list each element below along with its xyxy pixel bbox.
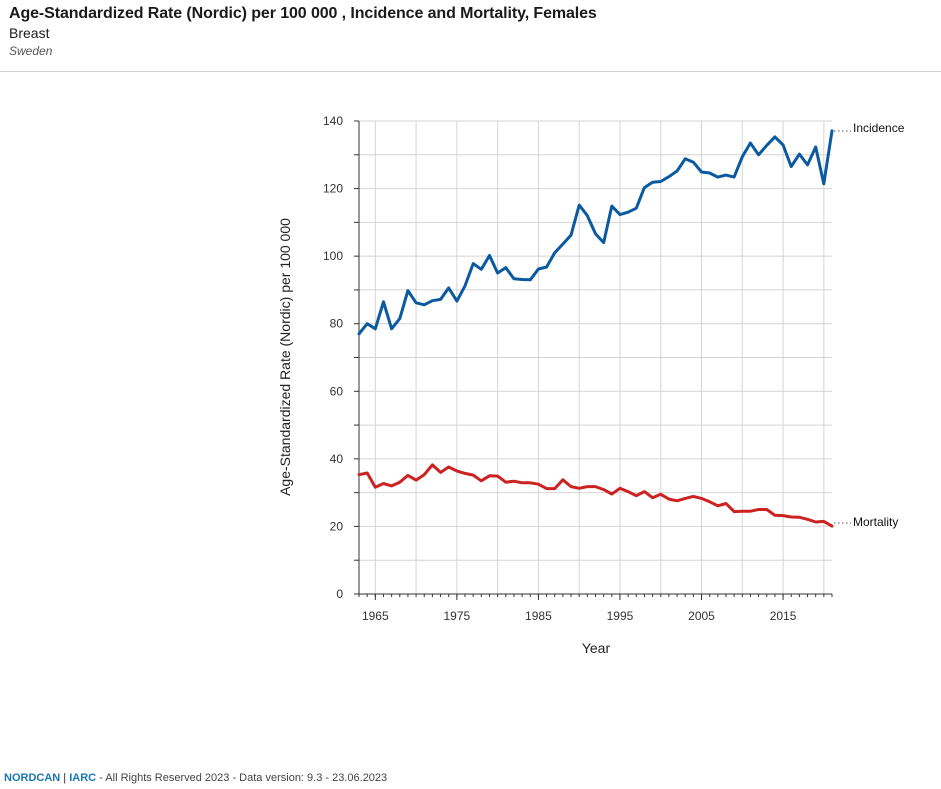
chart-title: Age-Standardized Rate (Nordic) per 100 0… xyxy=(9,5,597,22)
footer-separator: | xyxy=(63,772,67,784)
y-tick-label: 60 xyxy=(330,384,344,398)
y-tick-label: 20 xyxy=(330,519,344,533)
chart-header: Age-Standardized Rate (Nordic) per 100 0… xyxy=(9,4,597,59)
series-label-incidence: Incidence xyxy=(853,121,905,135)
cancer-site: Breast xyxy=(9,25,50,41)
y-tick-label: 120 xyxy=(323,182,343,196)
y-tick-label: 80 xyxy=(330,317,344,331)
x-tick-label: 1985 xyxy=(525,609,552,623)
series-line-mortality xyxy=(357,463,834,528)
country-name: Sweden xyxy=(9,44,53,58)
x-tick-label: 1965 xyxy=(362,609,389,623)
nordcan-link[interactable]: NORDCAN xyxy=(4,772,61,784)
x-tick-label: 1975 xyxy=(444,609,471,623)
x-tick-label: 2005 xyxy=(688,609,715,623)
y-axis-label: Age-Standardized Rate (Nordic) per 100 0… xyxy=(277,218,293,496)
iarc-link[interactable]: IARC xyxy=(69,772,97,784)
y-tick-label: 40 xyxy=(330,452,344,466)
x-tick-label: 2015 xyxy=(770,609,797,623)
footer-copyright: - All Rights Reserved 2023 - Data versio… xyxy=(99,772,388,784)
series-label-mortality: Mortality xyxy=(853,515,898,529)
x-axis-label: Year xyxy=(582,640,611,656)
footer: NORDCAN | IARC - All Rights Reserved 202… xyxy=(4,772,387,784)
header-divider xyxy=(0,71,941,72)
series-line-incidence xyxy=(357,129,834,336)
x-tick-label: 1995 xyxy=(607,609,634,623)
y-tick-label: 0 xyxy=(336,587,343,601)
y-tick-label: 100 xyxy=(323,249,343,263)
y-tick-label: 140 xyxy=(323,114,343,128)
